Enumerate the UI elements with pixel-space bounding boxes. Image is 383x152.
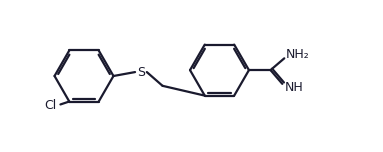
Text: S: S (137, 66, 145, 79)
Text: Cl: Cl (44, 99, 57, 112)
Text: NH: NH (284, 81, 303, 94)
Text: NH₂: NH₂ (286, 48, 310, 61)
